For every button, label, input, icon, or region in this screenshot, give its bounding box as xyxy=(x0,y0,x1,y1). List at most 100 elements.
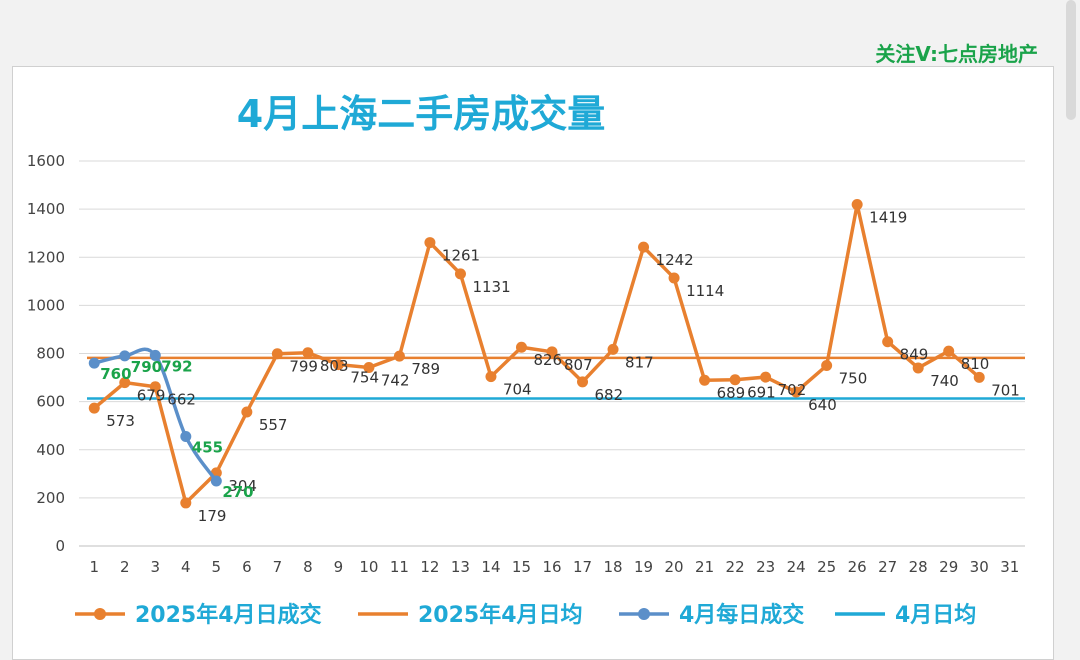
data-point xyxy=(393,350,405,362)
x-tick-label: 8 xyxy=(303,558,313,576)
data-label: 754 xyxy=(350,369,379,387)
data-point xyxy=(332,359,344,371)
data-label: 304 xyxy=(228,477,257,495)
data-point xyxy=(699,374,711,386)
x-tick-label: 9 xyxy=(334,558,344,576)
y-axis-ticks: 0 200 400 600 800 1000 1200 1400 1600 xyxy=(27,152,65,555)
x-tick-label: 30 xyxy=(970,558,989,576)
data-label: 1261 xyxy=(442,247,480,265)
data-point xyxy=(424,237,436,249)
data-point xyxy=(180,497,192,509)
data-label: 704 xyxy=(503,381,532,399)
data-point xyxy=(454,268,466,280)
series-line-2025-daily xyxy=(93,202,981,505)
data-label: 803 xyxy=(320,357,349,375)
x-tick-label: 16 xyxy=(542,558,561,576)
x-tick-label: 25 xyxy=(817,558,836,576)
data-point xyxy=(88,357,100,369)
data-point xyxy=(851,199,863,211)
data-label: 682 xyxy=(595,386,624,404)
x-tick-label: 21 xyxy=(695,558,714,576)
data-label: 702 xyxy=(778,381,807,399)
legend-label: 4月每日成交 xyxy=(679,602,804,628)
x-tick-label: 1 xyxy=(89,558,99,576)
legend-label: 4月日均 xyxy=(895,602,976,628)
x-tick-label: 2 xyxy=(120,558,130,576)
y-tick-label: 1200 xyxy=(27,248,65,266)
x-tick-label: 18 xyxy=(603,558,622,576)
data-point xyxy=(241,406,253,418)
legend-marker xyxy=(94,608,106,620)
line-chart: 4月上海二手房成交量 0 200 400 600 800 1000 1200 1400 1600… xyxy=(27,92,1025,628)
data-point xyxy=(943,345,955,357)
data-label: 691 xyxy=(747,384,776,402)
x-tick-label: 23 xyxy=(756,558,775,576)
chart-title: 4月上海二手房成交量 xyxy=(237,92,605,136)
data-point xyxy=(485,371,497,383)
legend: 2025年4月日成交 2025年4月日均 4月每日成交 4月日均 xyxy=(75,602,976,628)
data-label: 740 xyxy=(930,372,959,390)
data-point xyxy=(119,350,131,362)
x-tick-label: 15 xyxy=(512,558,531,576)
data-label: 807 xyxy=(564,356,593,374)
x-tick-label: 20 xyxy=(665,558,684,576)
x-tick-label: 10 xyxy=(359,558,378,576)
x-tick-label: 17 xyxy=(573,558,592,576)
data-label: 817 xyxy=(625,353,654,371)
data-label: 270 xyxy=(222,483,253,501)
data-label: 789 xyxy=(411,360,440,378)
x-tick-label: 3 xyxy=(151,558,161,576)
data-label: 689 xyxy=(717,384,746,402)
data-label: 640 xyxy=(808,396,837,414)
x-tick-label: 7 xyxy=(273,558,283,576)
x-tick-label: 24 xyxy=(787,558,806,576)
data-point xyxy=(821,360,833,372)
data-point xyxy=(363,361,375,373)
x-tick-label: 31 xyxy=(1000,558,1019,576)
legend-label: 2025年4月日均 xyxy=(418,602,583,628)
data-point xyxy=(729,374,741,386)
data-label: 573 xyxy=(106,412,135,430)
y-tick-label: 200 xyxy=(36,489,65,507)
data-point xyxy=(546,346,558,358)
data-label: 679 xyxy=(137,387,166,405)
y-tick-label: 600 xyxy=(36,393,65,411)
x-tick-label: 6 xyxy=(242,558,252,576)
chart-card: 4月上海二手房成交量 0 200 400 600 800 1000 1200 1400 1600… xyxy=(12,66,1054,660)
data-point xyxy=(668,272,680,284)
data-point xyxy=(149,349,161,361)
data-label: 760 xyxy=(100,365,131,383)
data-label: 792 xyxy=(161,357,192,375)
data-label: 701 xyxy=(991,381,1020,399)
data-label: 1419 xyxy=(869,209,907,227)
data-label: 179 xyxy=(198,507,227,525)
data-label: 799 xyxy=(289,358,318,376)
data-label: 1131 xyxy=(472,278,510,296)
x-tick-label: 5 xyxy=(212,558,222,576)
legend-label: 2025年4月日成交 xyxy=(135,602,322,628)
x-tick-label: 22 xyxy=(726,558,745,576)
x-tick-label: 26 xyxy=(848,558,867,576)
x-tick-label: 11 xyxy=(390,558,409,576)
legend-marker xyxy=(638,608,650,620)
x-tick-label: 28 xyxy=(909,558,928,576)
y-tick-label: 1400 xyxy=(27,200,65,218)
data-point xyxy=(790,386,802,398)
x-tick-label: 4 xyxy=(181,558,191,576)
data-point xyxy=(577,376,589,388)
data-label: 455 xyxy=(192,439,223,457)
data-label: 1242 xyxy=(656,251,694,269)
data-point xyxy=(119,377,131,389)
data-point xyxy=(302,347,314,359)
y-tick-label: 400 xyxy=(36,441,65,459)
data-point xyxy=(912,362,924,374)
x-tick-label: 29 xyxy=(939,558,958,576)
y-tick-label: 0 xyxy=(55,537,65,555)
data-label: 810 xyxy=(961,355,990,373)
scrollbar[interactable] xyxy=(1066,0,1076,120)
data-label: 1114 xyxy=(686,282,724,300)
data-point xyxy=(882,336,894,348)
x-tick-label: 14 xyxy=(481,558,500,576)
data-label: 790 xyxy=(131,358,162,376)
